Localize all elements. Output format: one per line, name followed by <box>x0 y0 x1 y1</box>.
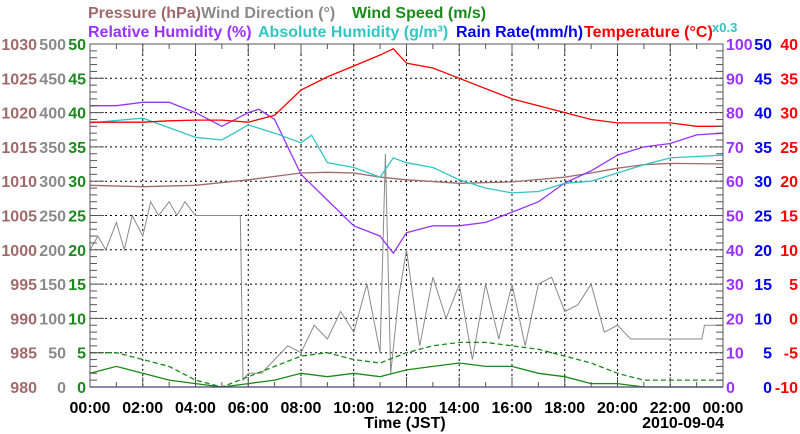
y-tick-label-wind-direction: 450 <box>39 71 66 88</box>
y-tick-label-relative-humidity: 40 <box>726 243 744 260</box>
x-tick-label: 08:00 <box>281 400 322 417</box>
y-tick-label-relative-humidity: 60 <box>726 174 744 191</box>
x-tick-label: 14:00 <box>439 400 480 417</box>
series-pressure-hpa <box>89 162 724 188</box>
y-tick-label-pressure: 1005 <box>1 209 37 226</box>
y-tick-label-pressure: 980 <box>10 380 37 397</box>
y-tick-label-wind-speed: 45 <box>68 71 86 88</box>
x-tick-label: 10:00 <box>333 400 374 417</box>
y-tick-label-wind-direction: 300 <box>39 174 66 191</box>
y-tick-label-rain-rate: 40 <box>754 106 772 123</box>
y-tick-label-wind-speed: 40 <box>68 106 86 123</box>
y-tick-label-temperature: -10 <box>775 380 798 397</box>
y-tick-label-relative-humidity: 10 <box>726 346 744 363</box>
y-tick-label-pressure: 990 <box>10 311 37 328</box>
y-tick-label-wind-speed: 35 <box>68 140 86 157</box>
x-tick-label: 02:00 <box>122 400 163 417</box>
x-tick-label: 12:00 <box>386 400 427 417</box>
y-tick-label-wind-speed: 0 <box>77 380 86 397</box>
series-wind-direction <box>89 153 723 382</box>
y-tick-label-relative-humidity: 30 <box>726 277 744 294</box>
y-tick-label-temperature: 15 <box>780 209 798 226</box>
series-wind-speed-gust-m-s <box>90 341 723 388</box>
y-tick-label-rain-rate: 15 <box>754 277 772 294</box>
series-absolute-humidity-g-m <box>89 117 724 194</box>
x-tick-label: 04:00 <box>175 400 216 417</box>
y-tick-label-wind-direction: 400 <box>39 106 66 123</box>
x-tick-label: 00:00 <box>703 400 744 417</box>
y-tick-label-wind-direction: 50 <box>48 346 66 363</box>
y-tick-label-pressure: 1030 <box>1 37 37 54</box>
y-tick-label-wind-direction: 100 <box>39 311 66 328</box>
legend-absolute-humidity: Absolute Humidity (g/m³) <box>258 24 448 41</box>
x-tick-label: 16:00 <box>492 400 533 417</box>
y-tick-label-pressure: 995 <box>10 277 37 294</box>
y-tick-label-wind-speed: 50 <box>68 37 86 54</box>
y-tick-label-rain-rate: 35 <box>754 140 772 157</box>
series-temperature-c <box>90 48 723 127</box>
legend-temperature: Temperature (°C) <box>584 24 713 41</box>
y-tick-label-relative-humidity: 70 <box>726 140 744 157</box>
y-tick-label-temperature: 40 <box>780 37 798 54</box>
x-tick-label: 20:00 <box>597 400 638 417</box>
legend-wind-direction: Wind Direction (°) <box>201 5 335 22</box>
y-tick-label-rain-rate: 20 <box>754 243 772 260</box>
legend-scale-note: x0.3 <box>712 20 737 35</box>
y-tick-label-wind-direction: 250 <box>39 209 66 226</box>
y-tick-label-wind-direction: 150 <box>39 277 66 294</box>
y-tick-label-temperature: 30 <box>780 106 798 123</box>
series-relative-humidity <box>90 101 724 255</box>
axes: 9809859909951000100510101015102010251030… <box>1 37 798 417</box>
y-tick-label-rain-rate: 25 <box>754 209 772 226</box>
y-tick-label-pressure: 1015 <box>1 140 37 157</box>
legend-relative-humidity: Relative Humidity (%) <box>88 24 252 41</box>
x-tick-label: 06:00 <box>228 400 269 417</box>
y-tick-label-temperature: 25 <box>780 140 798 157</box>
y-tick-label-relative-humidity: 90 <box>726 71 744 88</box>
y-tick-label-wind-speed: 20 <box>68 243 86 260</box>
y-tick-label-wind-speed: 25 <box>68 209 86 226</box>
y-tick-label-rain-rate: 10 <box>754 311 772 328</box>
y-tick-label-temperature: -5 <box>784 346 798 363</box>
y-tick-label-pressure: 985 <box>10 346 37 363</box>
y-tick-label-relative-humidity: 0 <box>726 380 735 397</box>
y-tick-label-temperature: 5 <box>789 277 798 294</box>
y-tick-label-relative-humidity: 100 <box>726 37 753 54</box>
legend-wind-speed: Wind Speed (m/s) <box>352 5 486 22</box>
y-tick-label-relative-humidity: 80 <box>726 106 744 123</box>
y-tick-label-rain-rate: 45 <box>754 71 772 88</box>
y-tick-label-rain-rate: 30 <box>754 174 772 191</box>
y-tick-label-wind-speed: 15 <box>68 277 86 294</box>
x-tick-label: 00:00 <box>70 400 111 417</box>
y-tick-label-pressure: 1025 <box>1 71 37 88</box>
y-tick-label-pressure: 1010 <box>1 174 37 191</box>
y-tick-label-pressure: 1020 <box>1 106 37 123</box>
x-axis-label: Time (JST) <box>364 415 446 432</box>
y-tick-label-wind-direction: 350 <box>39 140 66 157</box>
legend-rain-rate: Rain Rate(mm/h) <box>456 24 583 41</box>
y-tick-label-temperature: 10 <box>780 243 798 260</box>
y-tick-label-relative-humidity: 50 <box>726 209 744 226</box>
y-tick-label-temperature: 0 <box>789 311 798 328</box>
legend: Pressure (hPa) Wind Direction (°) Wind S… <box>88 5 737 41</box>
y-tick-label-temperature: 35 <box>780 71 798 88</box>
date-label: 2010-09-04 <box>642 415 724 432</box>
y-tick-label-relative-humidity: 20 <box>726 311 744 328</box>
legend-pressure: Pressure (hPa) <box>88 5 201 22</box>
y-tick-label-rain-rate: 0 <box>763 380 772 397</box>
y-tick-label-pressure: 1000 <box>1 243 37 260</box>
x-tick-label: 18:00 <box>544 400 585 417</box>
y-tick-label-wind-direction: 200 <box>39 243 66 260</box>
y-tick-label-wind-direction: 0 <box>57 380 66 397</box>
y-tick-label-wind-speed: 10 <box>68 311 86 328</box>
y-tick-label-temperature: 20 <box>780 174 798 191</box>
y-tick-label-rain-rate: 5 <box>763 346 772 363</box>
y-tick-label-wind-speed: 30 <box>68 174 86 191</box>
y-tick-label-wind-speed: 5 <box>77 346 86 363</box>
y-tick-label-wind-direction: 500 <box>39 37 66 54</box>
x-tick-label: 22:00 <box>650 400 691 417</box>
y-tick-label-rain-rate: 50 <box>754 37 772 54</box>
